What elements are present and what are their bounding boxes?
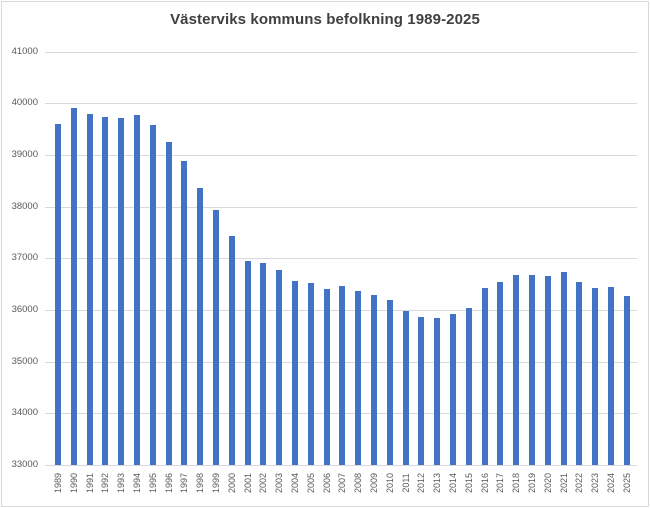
gridline — [45, 103, 637, 105]
bar — [276, 269, 283, 465]
bar — [450, 314, 456, 465]
bar — [560, 272, 567, 465]
x-axis-label: 2012 — [416, 472, 427, 494]
y-axis-label: 40000 — [11, 97, 38, 109]
x-axis-label: 2015 — [463, 472, 474, 494]
x-axis-label: 2017 — [495, 472, 506, 494]
bar — [544, 275, 551, 465]
x-axis-label: 2002 — [258, 472, 269, 494]
bar — [529, 275, 535, 465]
x-axis-label: 2018 — [511, 472, 522, 494]
x-axis-label: 2007 — [337, 472, 348, 494]
bar — [497, 281, 504, 465]
bar — [244, 260, 251, 465]
y-axis-label: 37000 — [11, 252, 38, 264]
y-axis-label: 36000 — [11, 304, 38, 315]
x-axis-label: 1992 — [100, 472, 111, 494]
x-axis-label: 2016 — [479, 472, 490, 494]
gridline — [45, 51, 637, 53]
bar — [592, 288, 599, 465]
bar — [149, 124, 156, 465]
bar — [165, 141, 172, 465]
x-axis-label: 2013 — [432, 472, 443, 494]
bar — [434, 318, 441, 465]
y-axis-label: 34000 — [11, 407, 38, 419]
bar — [418, 316, 425, 465]
y-axis-label: 35000 — [11, 355, 38, 367]
x-axis-label: 1999 — [211, 472, 221, 494]
bar — [323, 289, 330, 465]
bar — [260, 263, 267, 465]
gridline — [45, 155, 637, 156]
bar — [355, 291, 362, 465]
bar — [86, 113, 93, 465]
bar — [481, 288, 488, 465]
x-axis-label: 2019 — [527, 472, 537, 494]
x-axis-label: 2011 — [400, 473, 411, 493]
bar — [402, 310, 409, 465]
x-axis-label: 2004 — [290, 472, 300, 494]
x-axis-label: 1990 — [68, 472, 79, 494]
x-axis-label: 1993 — [116, 472, 127, 494]
bar — [576, 281, 583, 465]
x-axis-label: 1994 — [132, 472, 142, 494]
x-axis-label: 2022 — [574, 472, 585, 494]
x-axis-label: 1989 — [53, 472, 63, 494]
x-axis-label: 2014 — [448, 472, 458, 494]
x-axis-label: 2009 — [369, 472, 379, 494]
bar — [228, 235, 235, 465]
x-axis-label: 2003 — [274, 472, 285, 494]
y-axis-label: 41000 — [11, 45, 38, 57]
gridline — [45, 258, 637, 260]
bar — [55, 123, 61, 465]
bar — [608, 286, 614, 465]
bar — [70, 108, 77, 465]
bar — [118, 118, 125, 465]
x-axis-label: 2020 — [542, 472, 553, 494]
bar — [386, 299, 393, 465]
x-axis-label: 1996 — [163, 472, 174, 494]
x-axis-label: 2006 — [321, 472, 332, 494]
bar — [292, 281, 298, 465]
x-axis-label: 1991 — [84, 472, 95, 494]
x-axis-label: 2021 — [558, 472, 569, 494]
bar — [134, 115, 140, 465]
bar — [213, 210, 219, 465]
bar — [623, 296, 630, 465]
x-axis-label: 2010 — [384, 472, 395, 494]
bar — [181, 161, 188, 465]
y-axis-label: 38000 — [11, 200, 38, 212]
x-axis-label: 1998 — [195, 472, 206, 494]
bar — [102, 116, 109, 465]
bar — [465, 307, 472, 465]
x-axis-label: 1997 — [179, 472, 190, 494]
x-axis-label: 2008 — [353, 472, 364, 494]
y-axis-label: 39000 — [11, 149, 38, 160]
x-axis-label: 2005 — [305, 472, 316, 494]
x-axis-label: 1995 — [147, 472, 158, 494]
bar — [371, 294, 377, 465]
x-axis-label: 2000 — [226, 472, 237, 494]
x-axis-label: 2024 — [606, 472, 616, 494]
y-axis-label: 33000 — [11, 459, 38, 470]
bar — [307, 282, 314, 465]
chart-title: Västerviks kommuns befolkning 1989-2025 — [170, 11, 480, 28]
gridline — [45, 465, 637, 466]
bar — [513, 275, 520, 465]
bar — [197, 188, 204, 465]
bar — [339, 286, 346, 465]
x-axis-label: 2025 — [621, 472, 632, 494]
x-axis-label: 2023 — [590, 472, 601, 494]
x-axis-label: 2001 — [242, 472, 253, 494]
gridline — [45, 206, 637, 208]
